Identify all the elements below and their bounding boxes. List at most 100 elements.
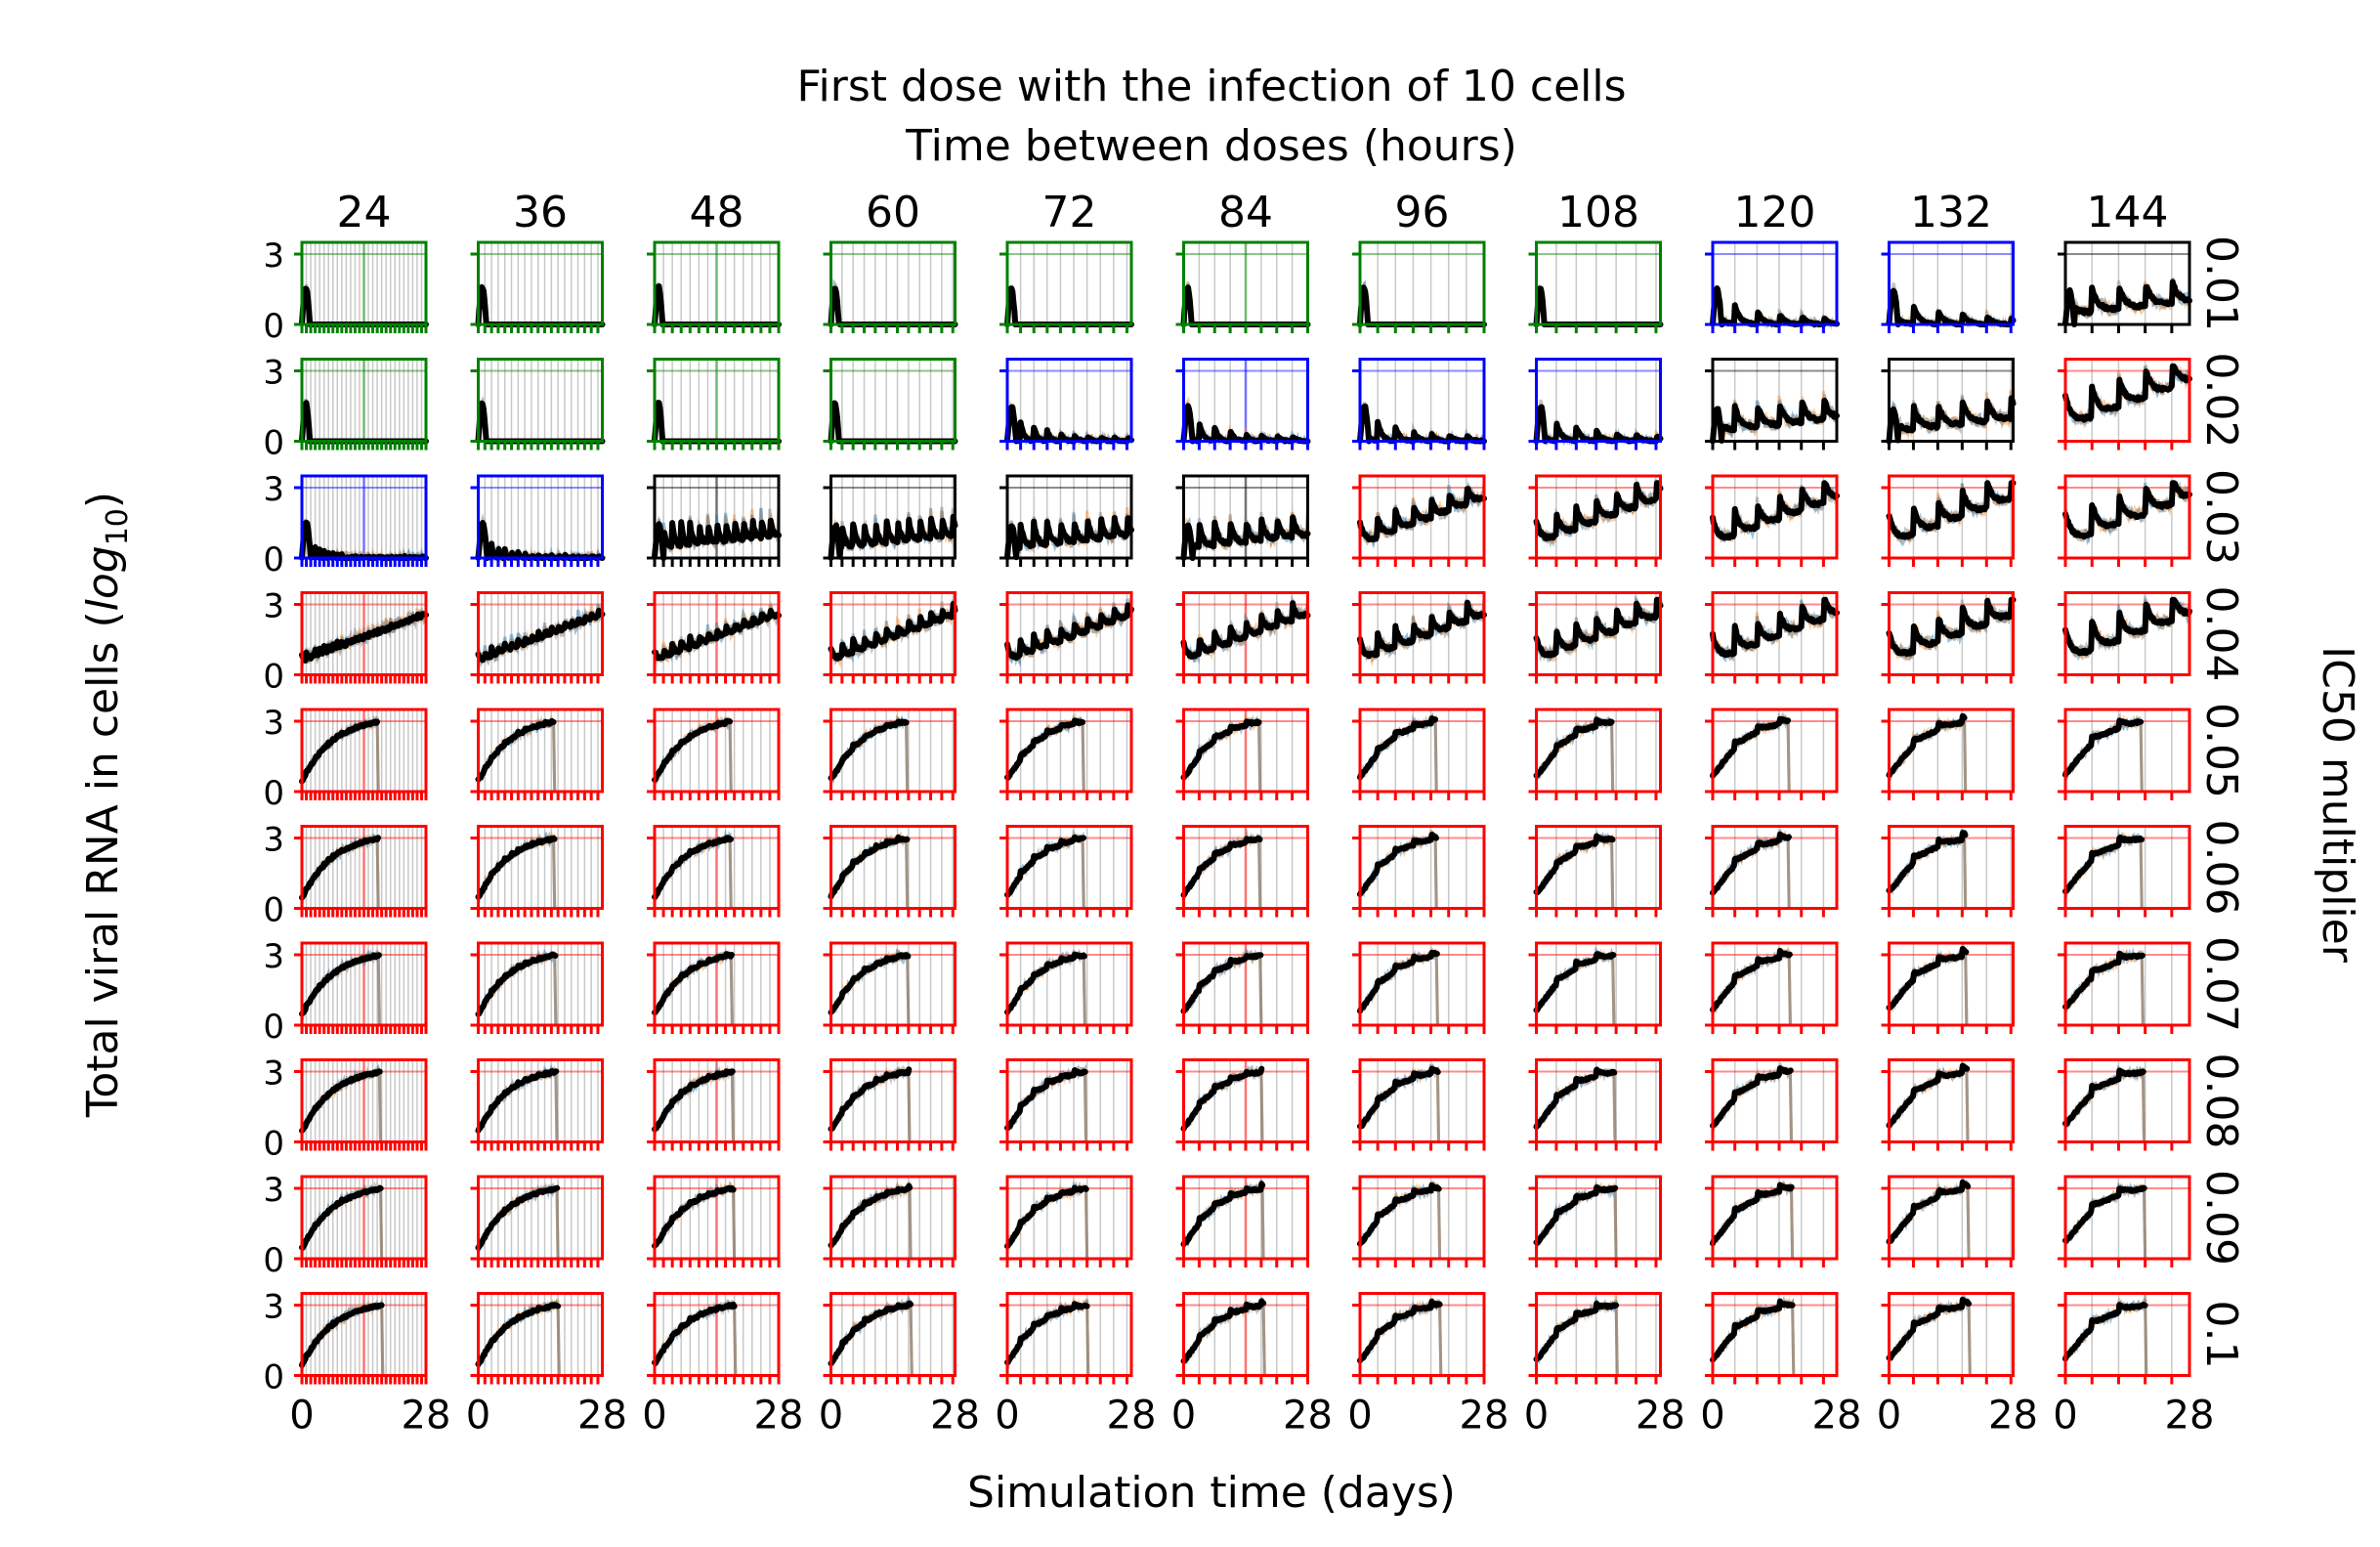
mean-trajectory-line xyxy=(2062,717,2145,778)
panel-r2-c3 xyxy=(823,474,958,567)
panel-frame xyxy=(1888,1058,2015,1143)
panel-r3-c0 xyxy=(294,591,429,684)
panel-frame xyxy=(1535,708,1662,794)
y-tick-label: 0 xyxy=(263,774,284,813)
panel-frame xyxy=(1358,1292,1486,1377)
column-header: 132 xyxy=(1910,188,1992,237)
mean-trajectory-line xyxy=(828,285,958,327)
mean-trajectory-line xyxy=(1357,599,1487,660)
mean-trajectory-line xyxy=(1533,951,1617,1013)
row-header: 0.07 xyxy=(2196,936,2246,1032)
y-tick-label: 3 xyxy=(263,1054,284,1094)
y-tick-label: 3 xyxy=(263,937,284,976)
panel-frame xyxy=(1888,708,2015,794)
panel-r6-c2 xyxy=(647,941,781,1034)
panel-frame xyxy=(477,474,604,560)
y-tick-label: 3 xyxy=(263,1171,284,1210)
y-tick-label: 3 xyxy=(263,1288,284,1327)
panel-r2-c10 xyxy=(2058,474,2192,567)
panel-r6-c7 xyxy=(1528,941,1662,1034)
series-b-line xyxy=(1535,283,1661,326)
mean-trajectory-line xyxy=(652,1302,738,1366)
panel-frame xyxy=(1535,474,1662,560)
panel-r5-c2 xyxy=(647,825,781,918)
x-tick-label: 0 xyxy=(995,1394,1019,1439)
mean-trajectory-line xyxy=(475,1184,561,1251)
mean-trajectory-line xyxy=(1180,952,1264,1014)
mean-trajectory-line xyxy=(299,718,381,785)
panel-frame xyxy=(477,825,604,910)
panel-frame xyxy=(2063,708,2191,794)
y-tick-label: 0 xyxy=(263,891,284,930)
y-tick-label: 0 xyxy=(263,1008,284,1047)
mean-trajectory-line xyxy=(1357,1065,1441,1130)
mean-trajectory-line xyxy=(1886,946,1970,1011)
mean-trajectory-line xyxy=(652,1068,736,1133)
panel-r9-c1 xyxy=(470,1292,604,1385)
panel-r2-c0 xyxy=(294,474,429,567)
panel-frame xyxy=(1005,474,1133,560)
mean-trajectory-line xyxy=(828,718,910,782)
panel-frame xyxy=(2063,591,2191,676)
x-tick-label: 28 xyxy=(1636,1394,1685,1439)
panel-frame xyxy=(1888,941,2015,1027)
panel-r6-c9 xyxy=(1881,941,2015,1034)
panel-r7-c5 xyxy=(1175,1058,1309,1151)
panel-r5-c9 xyxy=(1881,825,2015,918)
mean-trajectory-line xyxy=(2062,596,2192,657)
mean-trajectory-line xyxy=(2062,835,2145,895)
panel-r0-c0 xyxy=(294,240,429,333)
series-a-line xyxy=(1005,283,1131,326)
mean-trajectory-line xyxy=(1004,515,1134,561)
mean-trajectory-line xyxy=(1710,831,1792,896)
y-axis-label-prefix: Total viral RNA in cells ( xyxy=(78,611,128,1118)
x-tick-label: 28 xyxy=(754,1394,804,1439)
mean-trajectory-line xyxy=(475,951,559,1017)
row-header: 0.02 xyxy=(2196,353,2246,449)
panel-r2-c7 xyxy=(1528,474,1664,567)
panel-frame xyxy=(2063,1292,2191,1377)
panel-r0-c5 xyxy=(1175,240,1311,333)
x-tick-label: 0 xyxy=(466,1394,490,1439)
panel-frame xyxy=(1535,358,1662,443)
mean-trajectory-line xyxy=(475,400,606,445)
mean-trajectory-line xyxy=(2062,1184,2147,1244)
series-c-line xyxy=(1358,281,1484,326)
y-axis-label-math: log xyxy=(78,545,128,611)
panel-r1-c7 xyxy=(1528,358,1664,451)
panel-r7-c8 xyxy=(1705,1058,1839,1151)
panel-frame xyxy=(829,358,956,443)
mean-trajectory-line xyxy=(299,952,382,1017)
mean-trajectory-line xyxy=(652,608,782,662)
panel-frame xyxy=(829,1175,956,1261)
y-axis-label-subscript: 10 xyxy=(101,508,135,545)
mean-trajectory-line xyxy=(1004,602,1134,662)
mean-trajectory-line xyxy=(1710,480,1840,541)
mean-trajectory-line xyxy=(1710,397,1840,445)
x-tick-label: 28 xyxy=(402,1394,451,1439)
panel-frame xyxy=(1711,1292,1839,1377)
column-header: 120 xyxy=(1734,188,1816,237)
mean-trajectory-line xyxy=(1533,285,1664,327)
mean-trajectory-line xyxy=(1004,1067,1088,1132)
panel-r4-c0 xyxy=(294,708,428,800)
mean-trajectory-line xyxy=(475,607,606,664)
series-a-line xyxy=(477,284,603,326)
row-header: 0.03 xyxy=(2196,469,2246,565)
series-c-line xyxy=(829,287,956,326)
mean-trajectory-line xyxy=(652,835,734,900)
chart-title: First dose with the infection of 10 cell… xyxy=(796,62,1626,111)
mean-trajectory-line xyxy=(299,1302,385,1368)
column-header: 144 xyxy=(2087,188,2169,237)
series-c-line xyxy=(829,404,956,443)
series-c-line xyxy=(1535,284,1661,326)
panel-frame xyxy=(1711,941,1839,1027)
column-header: 60 xyxy=(866,188,920,237)
mean-trajectory-line xyxy=(1004,285,1134,327)
mean-trajectory-line xyxy=(828,601,958,662)
panel-r5-c1 xyxy=(470,825,604,918)
series-c-line xyxy=(1005,284,1131,326)
row-header: 0.08 xyxy=(2196,1053,2246,1149)
panel-frame xyxy=(829,474,956,560)
mean-trajectory-line xyxy=(1710,285,1840,327)
